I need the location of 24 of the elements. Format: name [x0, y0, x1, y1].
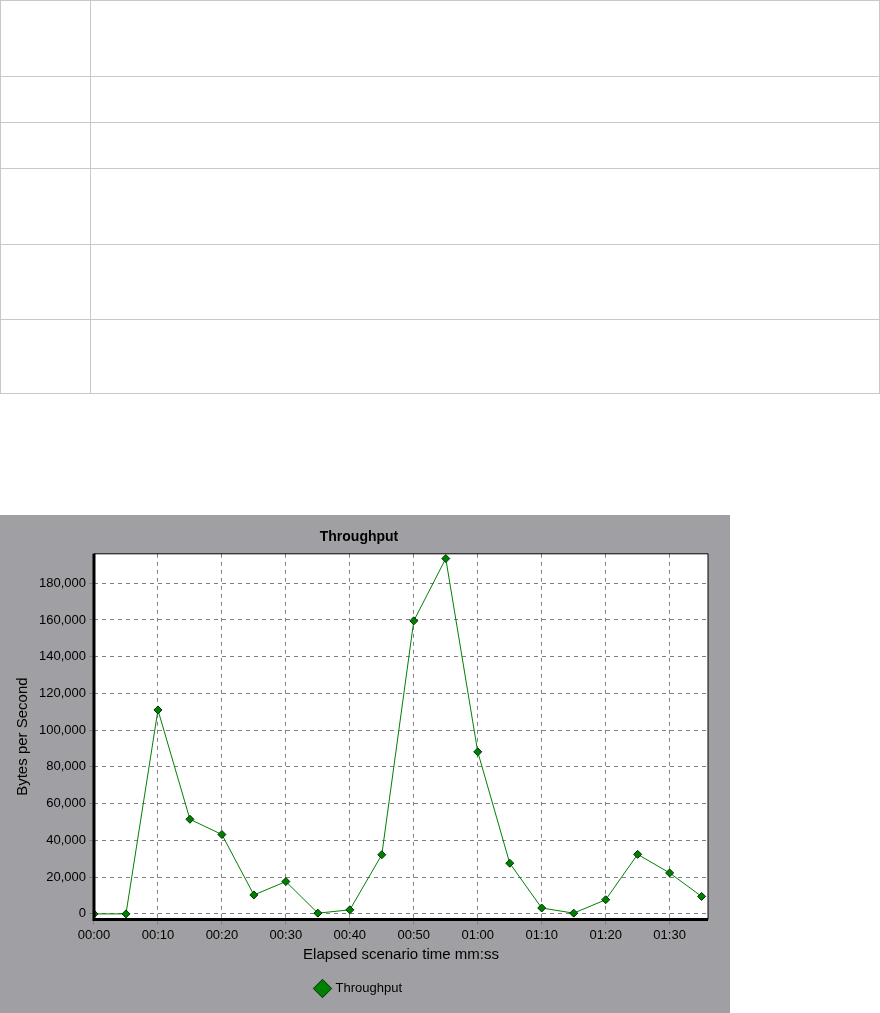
y-tick-label: 40,000: [46, 831, 86, 847]
y-axis-title: Bytes per Second: [13, 677, 31, 796]
x-tick-label: 01:10: [525, 926, 558, 942]
y-tick-label: 140,000: [38, 648, 86, 664]
y-tick-label: 80,000: [46, 758, 86, 774]
y-tick-label: 0: [78, 905, 86, 921]
y-tick-label: 60,000: [46, 795, 86, 811]
x-tick-label: 00:00: [77, 926, 111, 942]
x-tick-label: 01:20: [589, 926, 622, 942]
x-tick-label: 00:20: [205, 926, 239, 942]
x-tick-label: 00:50: [397, 926, 431, 942]
x-axis-title: Elapsed scenario time mm:ss: [303, 945, 499, 963]
chart-title: Throughput: [319, 528, 399, 545]
x-tick-label: 00:10: [141, 926, 175, 942]
x-tick-label: 01:00: [461, 926, 495, 942]
x-tick-label: 00:40: [333, 926, 367, 942]
y-tick-label: 160,000: [38, 611, 86, 627]
legend-label: Throughput: [335, 980, 403, 996]
y-tick-label: 120,000: [38, 685, 86, 700]
y-tick-label: 20,000: [46, 868, 86, 884]
x-tick-label: 00:30: [269, 926, 303, 942]
x-tick-label: 01:30: [653, 926, 686, 942]
y-tick-label: 100,000: [38, 721, 86, 737]
y-tick-label: 180,000: [38, 574, 86, 590]
